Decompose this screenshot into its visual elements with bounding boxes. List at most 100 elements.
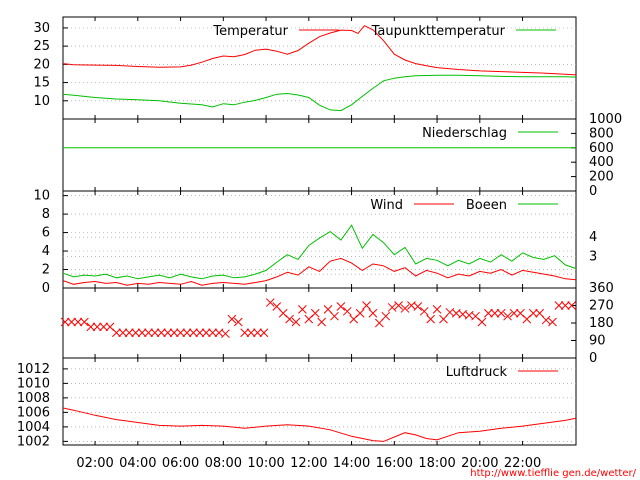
- wind-direction-point: [413, 302, 423, 311]
- wind_direction-panel: 0 90 180 270 360: [60, 281, 614, 366]
- wind-direction-point: [477, 317, 487, 327]
- wind-direction-point: [195, 328, 205, 338]
- wind-direction-point: [567, 301, 577, 310]
- wind-direction-point: [387, 303, 397, 312]
- wind-direction-point: [554, 301, 564, 310]
- wind-series-boeen: [62, 224, 577, 280]
- precipitation-ytick-right-label: 600: [589, 141, 614, 156]
- wind-direction-point: [163, 328, 173, 338]
- wind-ytick-label: 10: [33, 189, 50, 204]
- precipitation-ytick-right-label: 800: [589, 126, 614, 141]
- wind-direction-point: [169, 328, 179, 338]
- wind-legend-label: Wind: [370, 198, 403, 213]
- wind-direction-point: [528, 308, 538, 318]
- wind-direction-point: [394, 301, 403, 310]
- wind-panel: 0 2 4 6 8 10 3 4 Wind Boeen: [33, 189, 597, 296]
- wind_direction-ytick-right-label: 180: [589, 316, 614, 331]
- xtick-label: 10:00: [247, 456, 284, 471]
- wind-direction-point: [317, 317, 326, 327]
- precipitation-ytick-right-label: 0: [589, 184, 597, 199]
- xtick-label: 14:00: [333, 456, 370, 471]
- wind-direction-point: [144, 328, 153, 338]
- xtick-label: 06:00: [162, 456, 199, 471]
- xtick-label: 02:00: [76, 456, 113, 471]
- wind-direction-point: [330, 311, 339, 321]
- wind-direction-point: [112, 328, 121, 338]
- wind-direction-point: [400, 304, 410, 313]
- wind-direction-point: [182, 328, 192, 338]
- temperature-series-temperatur: [62, 25, 577, 76]
- wind-direction-point: [156, 328, 166, 338]
- temperature-ytick-label: 20: [33, 57, 50, 72]
- wind-direction-point: [342, 306, 352, 316]
- pressure-frame: [62, 357, 577, 446]
- wind_direction-ytick-right-label: 90: [589, 334, 606, 349]
- wind-direction-point: [426, 314, 436, 324]
- precipitation-ytick-right-label: 200: [589, 170, 614, 185]
- wind-direction-point: [240, 328, 250, 338]
- wind-direction-point: [259, 328, 269, 338]
- pressure-ytick-label: 1006: [17, 405, 50, 420]
- wind-ytick-label: 2: [42, 263, 50, 278]
- wind-direction-point: [484, 308, 493, 318]
- pressure-ytick-label: 1010: [17, 376, 50, 391]
- wind_direction-ytick-right-label: 270: [589, 299, 614, 314]
- wind-direction-point: [67, 317, 76, 327]
- temperature-legend-label: Taupunkttemperatur: [371, 24, 506, 39]
- wind-direction-point: [189, 328, 198, 338]
- wind-direction-point: [131, 328, 141, 338]
- wind-direction-point: [73, 317, 83, 327]
- wind-ytick-label: 0: [42, 281, 50, 296]
- xtick-label: 04:00: [119, 456, 156, 471]
- temperature-ytick-label: 10: [33, 94, 50, 109]
- wind-direction-point: [362, 301, 371, 310]
- wind-direction-point: [208, 328, 217, 338]
- wind-direction-point: [86, 322, 96, 332]
- wind-direction-point: [496, 308, 506, 318]
- wind-direction-point: [503, 311, 512, 321]
- pressure-series-luftdruck: [62, 407, 577, 442]
- wind-direction-point: [541, 315, 551, 325]
- wind-direction-point: [99, 322, 108, 332]
- wind-beaufort-label: 3: [589, 250, 597, 265]
- wind-direction-point: [80, 317, 89, 327]
- wind-direction-point: [176, 328, 185, 338]
- wind_direction-ytick-right-label: 360: [589, 281, 614, 296]
- pressure-ytick-label: 1012: [17, 362, 50, 377]
- precipitation-ytick-right-label: 400: [589, 155, 614, 170]
- wind-direction-point: [432, 305, 442, 314]
- wind-direction-point: [336, 302, 346, 311]
- pressure-ytick-label: 1002: [17, 434, 50, 449]
- wind-direction-point: [137, 328, 147, 338]
- wind_direction-frame: [62, 287, 577, 359]
- wind-ytick-label: 8: [42, 207, 50, 222]
- wind-direction-point: [548, 317, 557, 327]
- pressure-legend-label: Luftdruck: [446, 365, 508, 380]
- wind-direction-point: [368, 308, 378, 318]
- wind_direction-ytick-right-label: 0: [589, 351, 597, 366]
- wind-direction-point: [509, 308, 519, 318]
- temperature-ytick-label: 25: [33, 39, 50, 54]
- wind-direction-point: [60, 317, 70, 327]
- wind-direction-point: [92, 322, 102, 332]
- wind-direction-point: [291, 317, 301, 327]
- wind-direction-point: [253, 328, 262, 338]
- temperature-legend-label: Temperatur: [212, 24, 288, 39]
- wind-direction-point: [265, 298, 275, 307]
- wind-direction-point: [310, 308, 320, 318]
- precipitation-ytick-right-label: 1000: [589, 112, 622, 127]
- temperature-series-taupunkttemperatur: [62, 74, 577, 112]
- wind-beaufort-label: 4: [589, 230, 597, 245]
- xtick-label: 20:00: [461, 456, 498, 471]
- xtick-label: 16:00: [376, 456, 413, 471]
- wind-direction-point: [285, 314, 294, 324]
- wind-direction-point: [124, 328, 134, 338]
- temperature-ytick-label: 15: [33, 76, 50, 91]
- precipitation-legend-label: Niederschlag: [422, 126, 507, 141]
- wind-direction-point: [118, 328, 128, 338]
- wind-direction-point: [490, 308, 500, 318]
- wind-direction-point: [227, 314, 237, 324]
- wind-direction-point: [221, 329, 230, 339]
